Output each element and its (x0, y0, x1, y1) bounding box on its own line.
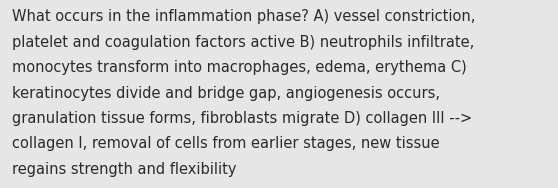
Text: regains strength and flexibility: regains strength and flexibility (12, 162, 237, 177)
Text: What occurs in the inflammation phase? A) vessel constriction,: What occurs in the inflammation phase? A… (12, 9, 475, 24)
Text: platelet and coagulation factors active B) neutrophils infiltrate,: platelet and coagulation factors active … (12, 35, 474, 50)
Text: collagen I, removal of cells from earlier stages, new tissue: collagen I, removal of cells from earlie… (12, 136, 440, 151)
Text: keratinocytes divide and bridge gap, angiogenesis occurs,: keratinocytes divide and bridge gap, ang… (12, 86, 440, 101)
Text: monocytes transform into macrophages, edema, erythema C): monocytes transform into macrophages, ed… (12, 60, 467, 75)
Text: granulation tissue forms, fibroblasts migrate D) collagen III -->: granulation tissue forms, fibroblasts mi… (12, 111, 473, 126)
